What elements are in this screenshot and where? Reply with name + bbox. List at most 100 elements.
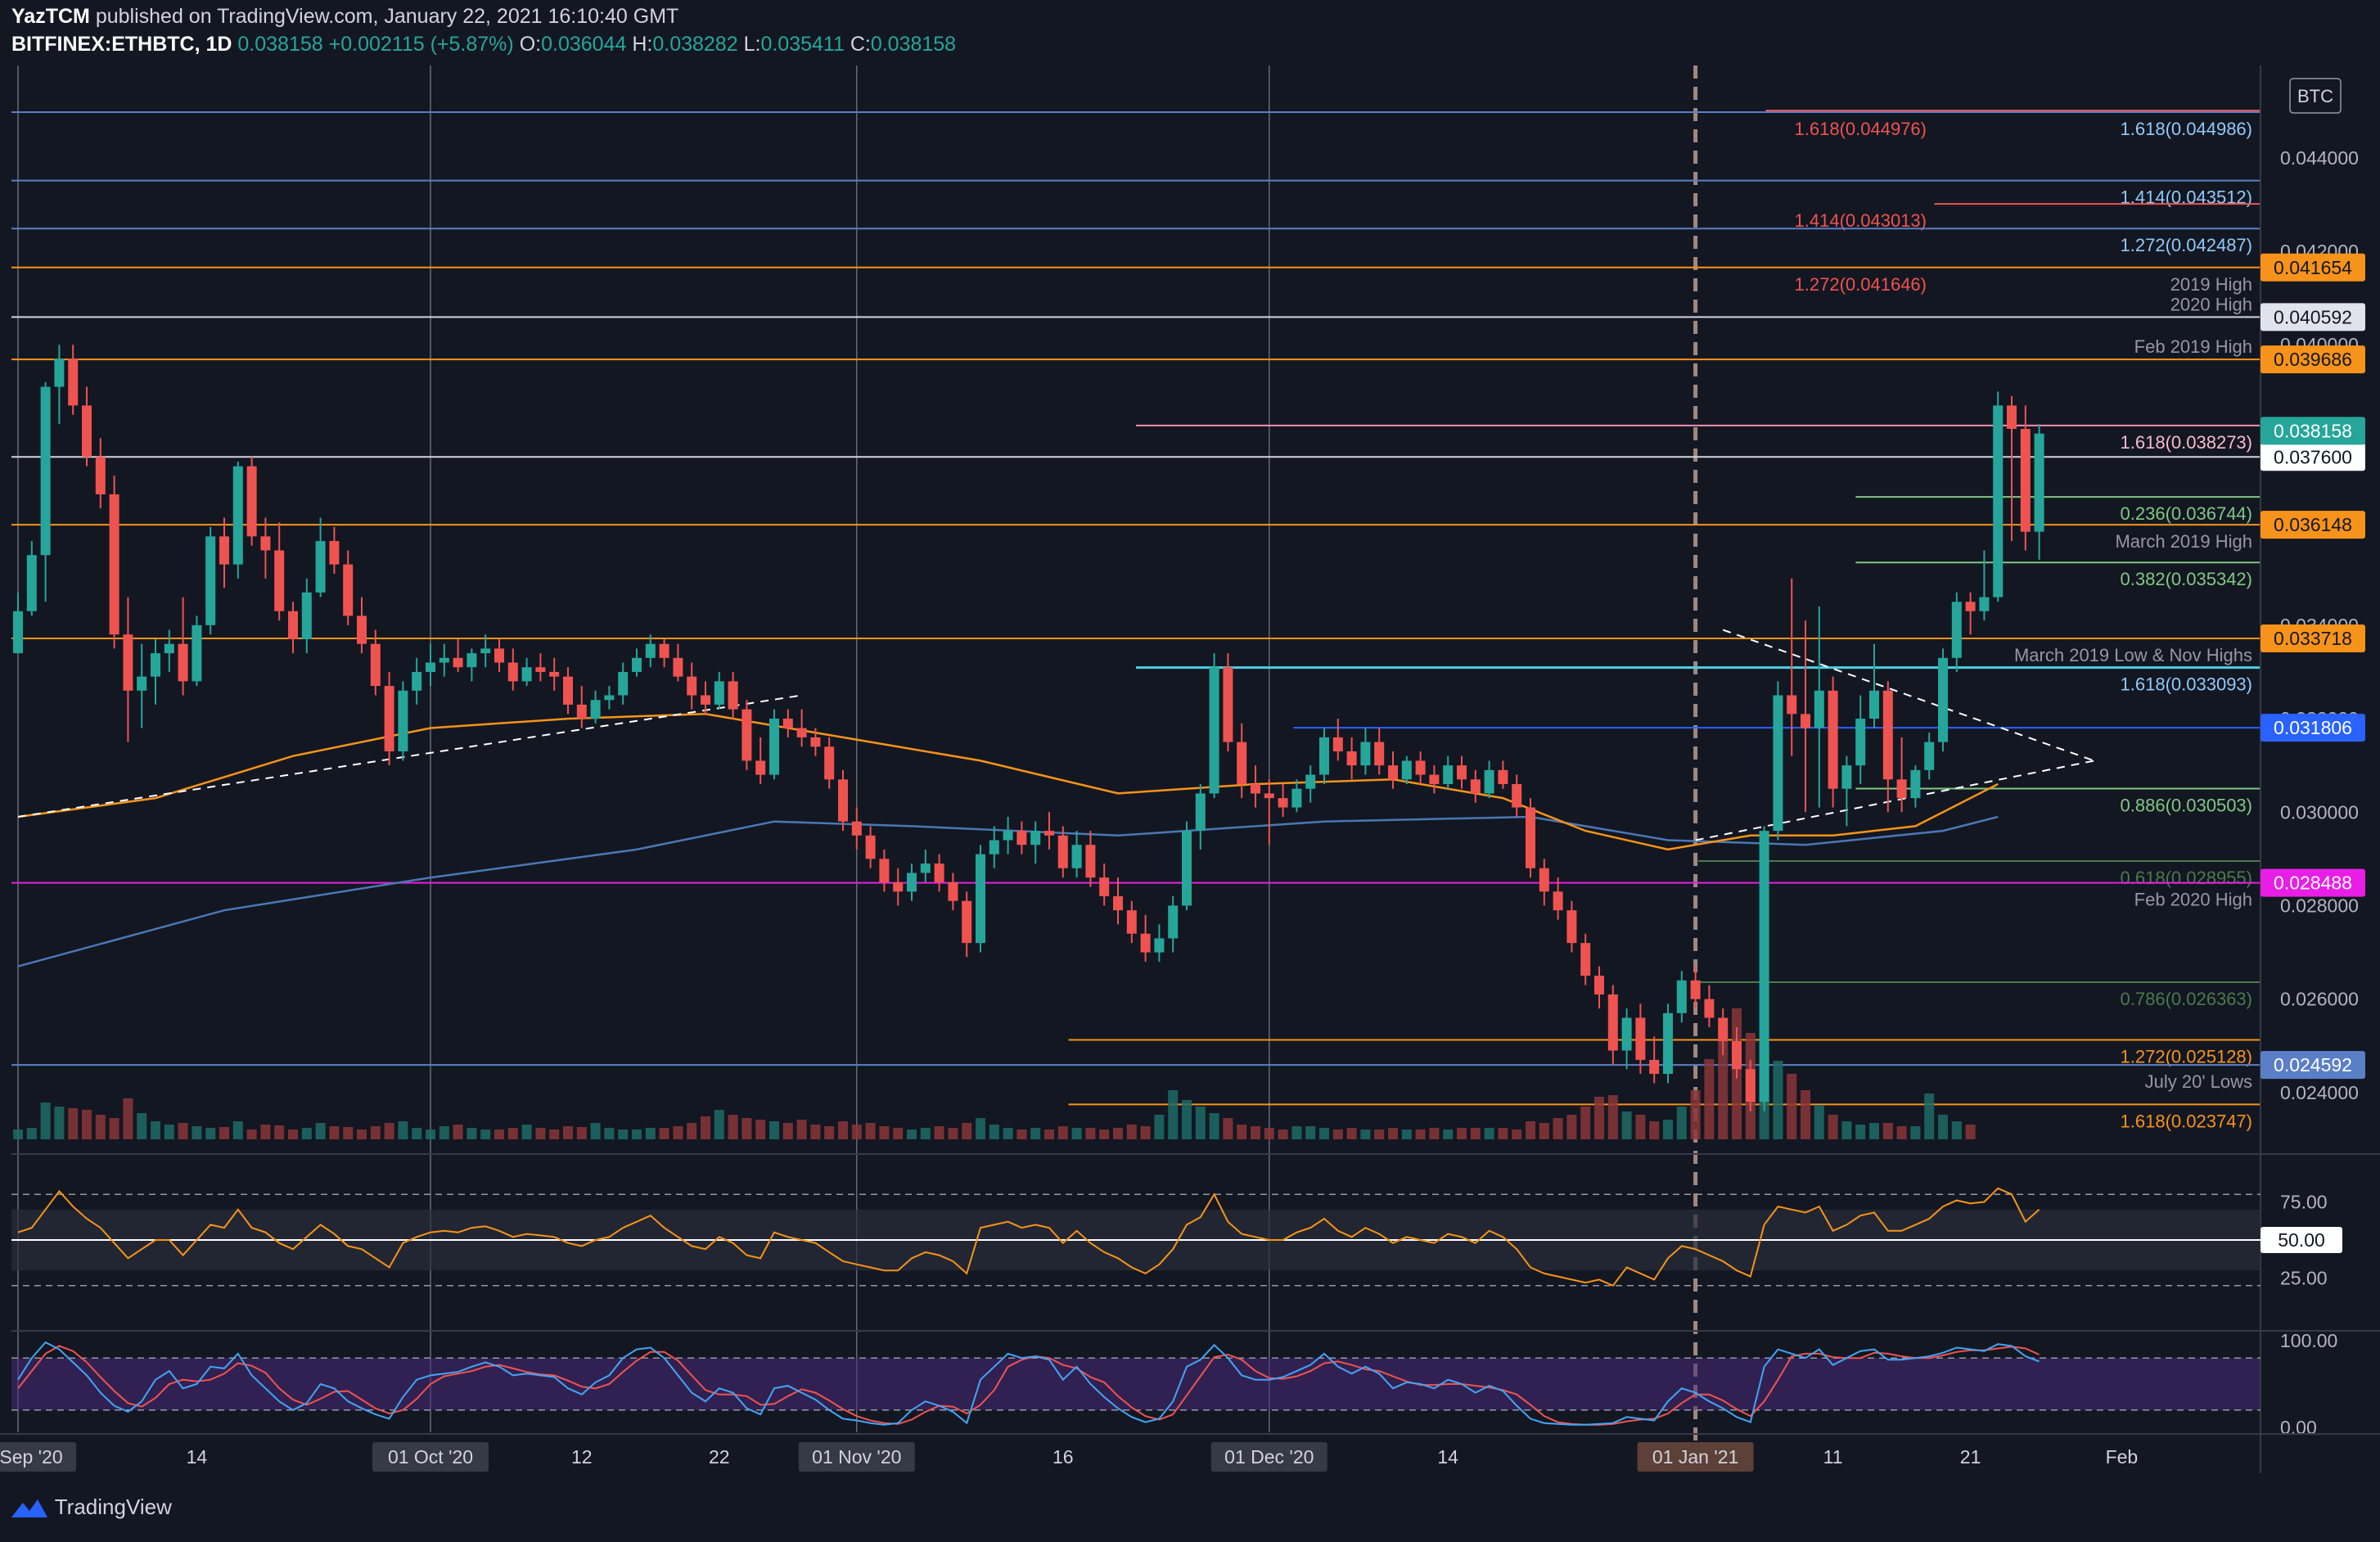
volume-bar bbox=[782, 1123, 793, 1139]
candle-body bbox=[645, 643, 656, 658]
volume-bar bbox=[1016, 1129, 1027, 1139]
volume-bar bbox=[549, 1129, 560, 1139]
time-axis-label: 14 bbox=[1437, 1446, 1458, 1468]
volume-bar bbox=[137, 1113, 147, 1139]
level-label: July 20' Lows bbox=[2145, 1071, 2252, 1092]
volume-bar bbox=[755, 1120, 766, 1139]
level-label: 0.382(0.035342) bbox=[2121, 569, 2252, 589]
volume-bar bbox=[824, 1126, 835, 1139]
volume-bar bbox=[1484, 1128, 1494, 1139]
volume-bar bbox=[1663, 1120, 1673, 1139]
publisher-name[interactable]: YazTCM bbox=[11, 5, 90, 28]
volume-bar bbox=[1057, 1126, 1068, 1139]
volume-bar bbox=[1635, 1115, 1646, 1139]
level-label: 1.618(0.023747) bbox=[2121, 1111, 2252, 1131]
tradingview-logo[interactable]: TradingView bbox=[10, 1495, 172, 1521]
volume-bar bbox=[219, 1127, 229, 1139]
volume-bar bbox=[178, 1123, 188, 1139]
candle-body bbox=[439, 657, 449, 663]
candle-body bbox=[151, 653, 160, 677]
last-price: 0.038158 bbox=[237, 33, 323, 56]
volume-bar bbox=[701, 1116, 710, 1139]
axis-price-tag-text: 0.037600 bbox=[2274, 446, 2352, 467]
axis-price-tag bbox=[2261, 253, 2365, 282]
volume-bar bbox=[1814, 1105, 1824, 1139]
volume-bar bbox=[1305, 1126, 1316, 1139]
axis-price-tag bbox=[2261, 303, 2365, 331]
volume-bar bbox=[1828, 1115, 1838, 1139]
rsi-line bbox=[17, 1187, 2040, 1287]
axis-price-tag-text: 0.033718 bbox=[2274, 628, 2352, 649]
candle-body bbox=[1140, 933, 1151, 953]
candle-body bbox=[192, 624, 202, 682]
candle-body bbox=[1388, 765, 1398, 780]
candle-body bbox=[1663, 1012, 1673, 1075]
candle-body bbox=[1828, 690, 1838, 789]
volume-bar bbox=[439, 1126, 449, 1139]
currency-label: BTC bbox=[2297, 86, 2333, 106]
level-label: 1.272(0.042487) bbox=[2121, 235, 2252, 255]
candle-body bbox=[109, 494, 119, 635]
y-tick-label: 0.044000 bbox=[2280, 147, 2359, 169]
candle-body bbox=[1264, 793, 1274, 799]
low-label: L: bbox=[743, 33, 761, 56]
candle-body bbox=[1801, 714, 1810, 728]
tradingview-logo-icon bbox=[11, 1499, 47, 1518]
candle-body bbox=[1470, 779, 1481, 794]
volume-bar bbox=[13, 1129, 23, 1139]
candle-body bbox=[1594, 976, 1604, 994]
candle-body bbox=[1580, 943, 1591, 976]
candle-body bbox=[1030, 831, 1041, 845]
candle-body bbox=[1168, 905, 1179, 939]
level-label: Feb 2020 High bbox=[2134, 890, 2252, 910]
candle-body bbox=[384, 686, 394, 752]
time-axis-label: 22 bbox=[709, 1446, 730, 1468]
volume-bar bbox=[1773, 1061, 1783, 1139]
candle-body bbox=[782, 719, 793, 728]
time-label-box bbox=[0, 1442, 76, 1472]
candle-body bbox=[838, 779, 848, 822]
volume-bar bbox=[576, 1127, 587, 1139]
axis-price-tag bbox=[2261, 714, 2365, 742]
candle-body bbox=[246, 466, 257, 537]
candle-body bbox=[426, 662, 435, 672]
volume-bar bbox=[1291, 1126, 1302, 1139]
candle-body bbox=[205, 536, 216, 625]
candle-body bbox=[948, 881, 958, 901]
candle-body bbox=[1938, 657, 1948, 742]
candle-body bbox=[728, 681, 738, 710]
candle-body bbox=[1291, 788, 1302, 808]
candle-body bbox=[1607, 994, 1618, 1051]
symbol-name[interactable]: BITFINEX:ETHBTC, 1D bbox=[11, 33, 232, 56]
volume-bar bbox=[976, 1118, 985, 1139]
candle-body bbox=[1113, 896, 1123, 911]
level-label: 0.236(0.036744) bbox=[2121, 503, 2252, 524]
level-label: 1.618(0.044976) bbox=[1795, 119, 1927, 139]
trendline bbox=[1722, 629, 2095, 762]
volume-bar bbox=[769, 1121, 779, 1139]
candle-body bbox=[1209, 667, 1219, 794]
candle-body bbox=[1676, 980, 1687, 1013]
candle-body bbox=[1016, 831, 1027, 845]
time-axis-label: 14 bbox=[187, 1446, 208, 1468]
level-label: 1.618(0.038273) bbox=[2121, 432, 2252, 453]
candle-body bbox=[453, 657, 463, 668]
volume-bar bbox=[274, 1125, 285, 1139]
candle-body bbox=[851, 821, 862, 836]
candle-body bbox=[865, 835, 876, 859]
candle-body bbox=[1429, 774, 1440, 784]
candle-body bbox=[1924, 742, 1935, 770]
candle-body bbox=[893, 881, 904, 892]
high-label: H: bbox=[632, 33, 653, 56]
candle-body bbox=[95, 457, 106, 494]
level-label: 0.886(0.030503) bbox=[2121, 796, 2252, 816]
volume-bar bbox=[604, 1128, 615, 1139]
time-axis-label: 11 bbox=[1823, 1446, 1843, 1468]
level-label: 2019 High bbox=[2170, 274, 2252, 295]
volume-bar bbox=[1607, 1095, 1618, 1139]
volume-bar bbox=[1223, 1118, 1233, 1139]
open-label: O: bbox=[519, 33, 542, 56]
last-price-tag bbox=[2261, 417, 2365, 445]
candle-body bbox=[1401, 760, 1412, 780]
